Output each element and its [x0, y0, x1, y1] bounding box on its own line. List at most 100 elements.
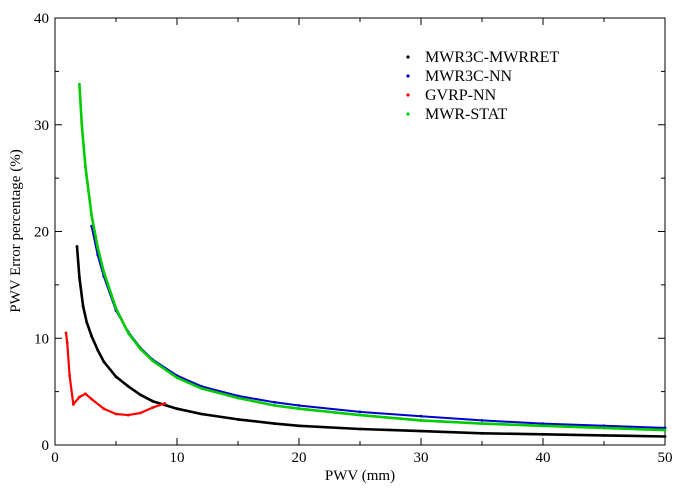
series-mwr3c-nn	[90, 224, 667, 430]
legend-item: MWR3C-MWRRET	[406, 49, 559, 66]
data-point	[126, 413, 130, 417]
data-point	[200, 412, 203, 416]
data-point	[273, 422, 276, 425]
data-point	[480, 431, 484, 435]
data-point	[419, 429, 423, 433]
x-axis-title: PWV (mm)	[325, 468, 395, 484]
y-axis-title: PWV Error percentage (%)	[8, 149, 24, 312]
data-point	[163, 402, 167, 405]
data-point	[75, 245, 79, 248]
legend-label: GVRP-NN	[425, 87, 497, 104]
data-point	[139, 411, 142, 415]
legend-marker	[406, 74, 410, 78]
data-point	[85, 320, 89, 324]
data-point	[358, 427, 362, 431]
legend-marker	[406, 55, 410, 59]
data-point	[602, 426, 606, 430]
data-point	[102, 407, 106, 411]
data-point	[80, 123, 84, 127]
y-tick-label: 0	[42, 438, 50, 454]
data-point	[151, 406, 155, 409]
series-line	[78, 84, 666, 432]
data-point	[139, 393, 142, 397]
data-point	[663, 435, 667, 438]
legend-marker	[406, 112, 410, 116]
x-tick-label: 50	[658, 450, 673, 466]
data-point	[90, 334, 93, 338]
data-point	[602, 434, 606, 437]
data-point	[64, 331, 68, 335]
data-point	[96, 348, 100, 352]
data-point	[663, 428, 667, 432]
data-point	[114, 412, 118, 416]
data-point	[175, 407, 179, 411]
data-point	[71, 403, 75, 406]
data-point	[480, 419, 484, 422]
data-point	[139, 347, 142, 351]
data-point	[84, 166, 87, 169]
data-point	[84, 392, 87, 396]
data-point	[663, 426, 667, 430]
data-point	[90, 214, 93, 217]
legend-label: MWR3C-NN	[425, 68, 513, 85]
data-point	[541, 422, 545, 425]
data-point	[65, 341, 69, 344]
y-tick-label: 10	[34, 331, 49, 347]
data-point	[102, 270, 106, 274]
series-gvrp-nn	[64, 331, 167, 417]
data-point	[602, 424, 606, 428]
data-point	[126, 384, 130, 388]
data-point	[419, 419, 423, 422]
data-point	[78, 395, 81, 399]
data-point	[96, 246, 100, 249]
y-tick-label: 20	[34, 225, 49, 241]
data-point	[273, 404, 276, 407]
x-tick-label: 20	[292, 450, 307, 466]
series-mwr3c-mwrret	[75, 245, 667, 438]
legend-item: GVRP-NN	[406, 87, 497, 104]
data-point	[541, 432, 545, 436]
data-point	[419, 414, 423, 418]
data-point	[297, 424, 301, 428]
data-point	[480, 422, 484, 425]
data-point	[236, 396, 240, 400]
legend-label: MWR3C-MWRRET	[425, 49, 559, 66]
data-point	[78, 82, 81, 86]
data-point	[90, 397, 93, 401]
data-point	[236, 418, 240, 421]
data-point	[151, 399, 155, 403]
data-point	[126, 331, 130, 335]
series-line	[75, 246, 666, 438]
data-point	[175, 376, 179, 380]
data-point	[81, 304, 85, 308]
x-tick-label: 40	[536, 450, 551, 466]
data-point	[68, 374, 71, 377]
x-tick-label: 10	[170, 450, 185, 466]
data-point	[297, 407, 301, 411]
data-point	[78, 276, 81, 279]
data-point	[200, 387, 203, 390]
y-tick-label: 40	[34, 11, 49, 27]
plot-frame	[54, 17, 666, 446]
y-tick-label: 30	[34, 118, 49, 134]
legend-item: MWR-STAT	[406, 106, 508, 123]
data-point	[114, 375, 118, 379]
data-point	[358, 413, 362, 417]
data-point	[151, 359, 155, 363]
data-point	[114, 307, 118, 310]
legend-marker	[406, 93, 410, 97]
x-tick-label: 0	[51, 450, 59, 466]
x-tick-label: 30	[414, 450, 429, 466]
legend: MWR3C-MWRRET MWR3C-NN GVRP-NN MWR-STAT	[406, 49, 559, 123]
series-mwr-stat	[78, 82, 667, 432]
data-point	[541, 424, 545, 428]
legend-label: MWR-STAT	[425, 106, 508, 123]
legend-item: MWR3C-NN	[406, 68, 513, 85]
data-point	[358, 410, 362, 414]
data-marks	[64, 82, 667, 438]
data-point	[273, 400, 276, 404]
axis-ticks: 0 10 20 30 40 50 0 10 20 30 40	[34, 11, 673, 466]
data-point	[297, 404, 301, 407]
data-point	[102, 360, 106, 364]
